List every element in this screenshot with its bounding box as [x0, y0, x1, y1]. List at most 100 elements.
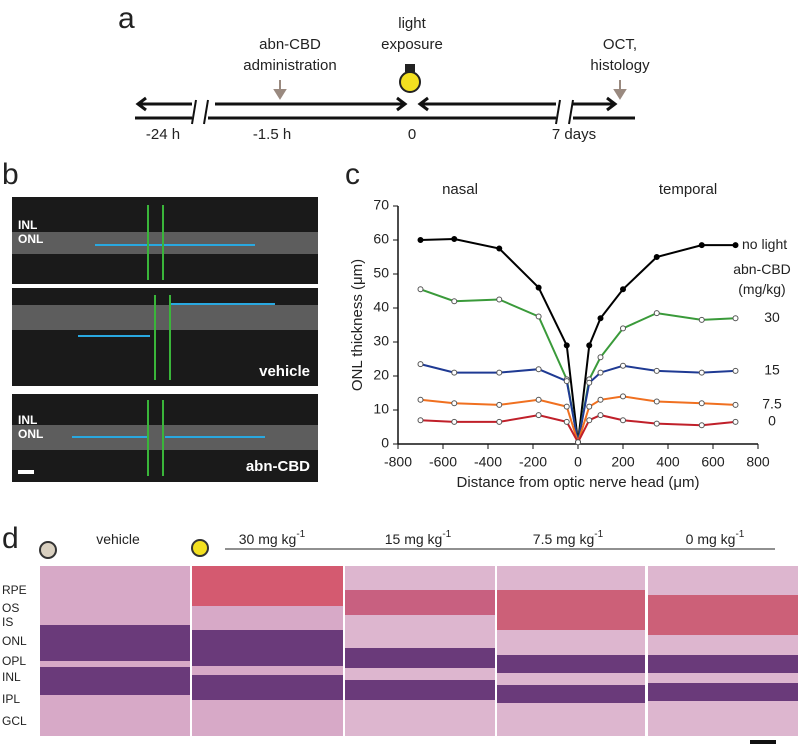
break — [191, 99, 197, 125]
series-line — [420, 237, 736, 443]
annotation: nasal — [442, 181, 478, 198]
layer-label: IS — [2, 615, 13, 629]
panel-label: c — [345, 158, 360, 191]
series-line — [420, 363, 736, 443]
annotation: temporal — [659, 181, 717, 198]
point — [496, 296, 503, 303]
series-line — [420, 414, 736, 445]
layer-label: ONL — [18, 427, 43, 441]
histology-images — [40, 548, 798, 744]
y-tick-label: 60 — [373, 231, 389, 247]
point — [698, 316, 705, 323]
layer-label: INL — [18, 413, 37, 427]
point — [653, 420, 660, 427]
point — [597, 369, 604, 376]
point — [620, 325, 626, 332]
label-text: 30 mg kg — [239, 531, 297, 547]
x-tick-label: 0 — [574, 454, 582, 470]
series-label: 30 — [764, 309, 780, 325]
series-label: no light — [742, 236, 787, 252]
point — [653, 310, 660, 317]
series-line — [420, 288, 736, 443]
y-tick-label: 30 — [373, 333, 389, 349]
line: histology — [590, 57, 650, 74]
point — [698, 369, 705, 376]
y-tick-label: 20 — [373, 367, 389, 383]
point — [620, 362, 626, 369]
point — [620, 286, 626, 293]
x-tick-label: -200 — [519, 454, 547, 470]
chart: 0 10 20 30 40 50 60 70 -800 -600 -400 -200 0 200 400 60… — [349, 181, 791, 491]
layer-label: INL — [2, 670, 21, 684]
point — [732, 367, 739, 374]
time-label: 7 days — [552, 126, 596, 143]
x-tick-label: 400 — [656, 454, 680, 470]
x-tick-label: 800 — [746, 454, 770, 470]
series-label: 0 — [768, 413, 776, 429]
arrow-head — [135, 96, 147, 112]
superscript: -1 — [296, 529, 305, 540]
series-label: 15 — [764, 362, 780, 378]
event-label: light exposure — [381, 15, 443, 53]
markers — [273, 80, 627, 100]
point — [535, 412, 542, 419]
layer-label: OS — [2, 601, 19, 615]
point — [732, 242, 739, 249]
point — [597, 412, 604, 419]
pointer-head — [613, 89, 627, 100]
y-tick-label: 0 — [381, 435, 389, 451]
point — [620, 417, 626, 424]
layer-label: GCL — [2, 714, 27, 728]
y-tick-label: 70 — [373, 197, 389, 213]
x-axis-label: Distance from optic nerve head (μm) — [457, 474, 700, 491]
line: (mg/kg) — [738, 281, 785, 297]
x-tick-label: -800 — [384, 454, 412, 470]
group-label: 30 mg kg-1 — [239, 529, 306, 547]
legend-title: abn-CBD (mg/kg) — [733, 261, 791, 297]
event-label: abn-CBD administration — [243, 36, 336, 74]
point — [563, 418, 570, 425]
time-label: 0 — [408, 126, 416, 143]
point — [653, 398, 660, 405]
point — [732, 418, 739, 425]
point — [496, 418, 503, 425]
point — [620, 393, 626, 400]
point — [586, 342, 593, 349]
y-tick-label: 40 — [373, 299, 389, 315]
break — [568, 99, 574, 125]
point — [535, 396, 542, 403]
x-tick-label: 200 — [611, 454, 635, 470]
superscript: -1 — [735, 529, 744, 540]
group-label: vehicle — [96, 531, 140, 547]
point — [653, 367, 660, 374]
superscript: -1 — [442, 529, 451, 540]
line: abn-CBD — [733, 261, 791, 277]
histology-labels: vehicle 30 mg kg-1 15 mg kg-1 7.5 mg kg-1 0 … — [2, 529, 745, 729]
point — [451, 369, 458, 376]
arrow-head — [396, 96, 408, 112]
timeline — [135, 96, 635, 125]
panel-label: a — [118, 2, 135, 35]
point — [535, 366, 542, 373]
point — [535, 284, 542, 291]
point — [451, 400, 458, 407]
layer-label: INL — [18, 218, 37, 232]
event-label: OCT, histology — [590, 36, 650, 74]
point — [451, 298, 458, 305]
point — [451, 418, 458, 425]
oct-image — [12, 197, 318, 284]
line: OCT, — [603, 36, 637, 53]
label-text: 0 mg kg — [686, 531, 736, 547]
group-label: 15 mg kg-1 — [385, 529, 452, 547]
series-label: 7.5 — [762, 396, 782, 412]
point — [732, 401, 739, 408]
x-tick-label: 600 — [701, 454, 725, 470]
x-tick-label: -600 — [429, 454, 457, 470]
arrow-head — [417, 96, 429, 112]
point — [496, 401, 503, 408]
label-text: 7.5 mg kg — [533, 531, 594, 547]
point — [535, 313, 542, 320]
oct-image — [12, 394, 318, 482]
pointer-head — [273, 89, 287, 100]
